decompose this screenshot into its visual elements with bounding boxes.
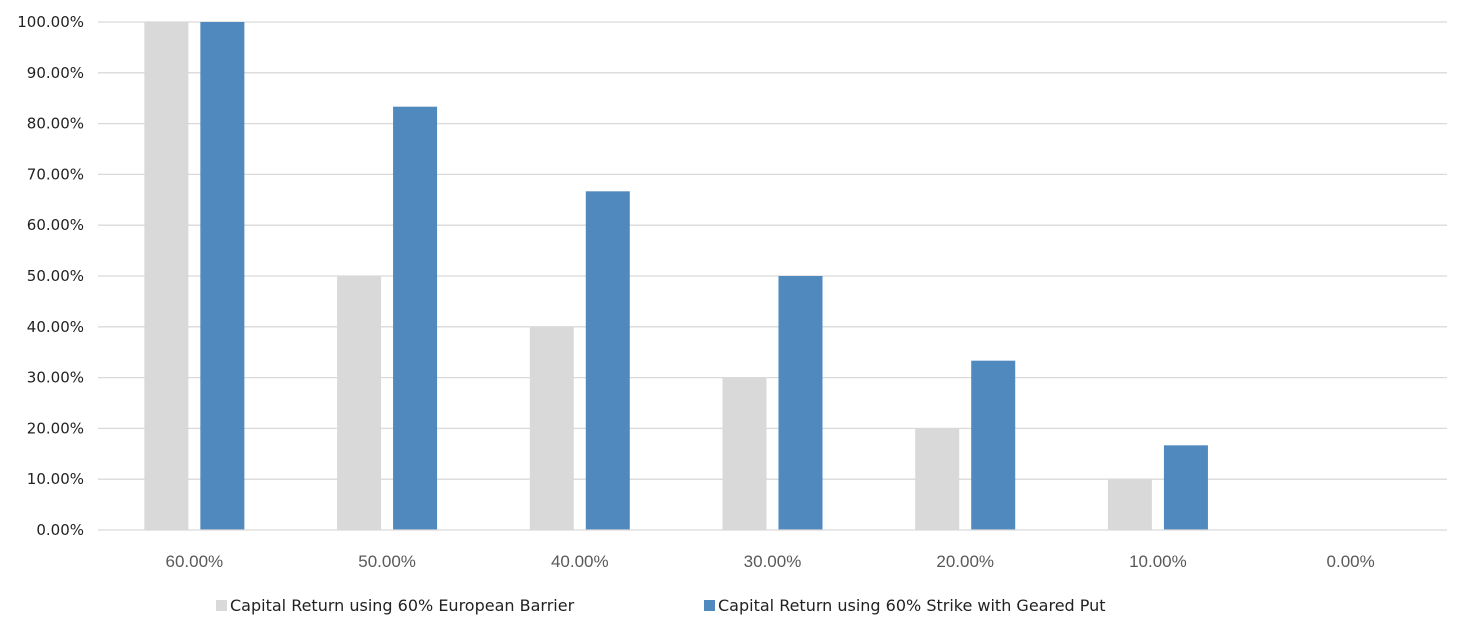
bar-series-1	[722, 377, 767, 530]
bar-series-2	[1163, 445, 1208, 530]
y-tick-label: 40.00%	[27, 318, 84, 336]
x-tick-label: 10.00%	[1129, 552, 1187, 571]
y-tick-label: 70.00%	[27, 165, 84, 183]
gridlines	[98, 21, 1447, 480]
x-tick-label: 40.00%	[551, 552, 609, 571]
y-tick-label: 0.00%	[36, 521, 84, 539]
bars	[144, 22, 1208, 531]
bar-series-2	[393, 106, 438, 531]
y-tick-label: 80.00%	[27, 115, 84, 133]
bar-series-1	[529, 326, 574, 530]
x-tick-label: 30.00%	[744, 552, 802, 571]
y-tick-label: 100.00%	[17, 13, 84, 31]
bar-series-2	[585, 191, 630, 530]
x-tick-label: 60.00%	[166, 552, 224, 571]
legend-swatch	[216, 600, 227, 611]
bar-series-2	[971, 360, 1016, 530]
y-tick-label: 10.00%	[27, 470, 84, 488]
legend-item-2: Capital Return using 60% Strike with Gea…	[704, 596, 1106, 615]
x-axis-tick-labels: 60.00% 50.00% 40.00% 30.00% 20.00% 10.00% 0.00…	[166, 552, 1375, 571]
y-tick-label: 60.00%	[27, 216, 84, 234]
bar-series-2	[200, 22, 245, 530]
y-tick-label: 50.00%	[27, 267, 84, 285]
x-tick-label: 50.00%	[358, 552, 416, 571]
bar-series-1	[915, 428, 960, 530]
y-tick-label: 20.00%	[27, 419, 84, 437]
y-tick-label: 30.00%	[27, 369, 84, 387]
legend-label: Capital Return using 60% European Barrie…	[230, 596, 575, 615]
bar-series-1	[337, 276, 382, 530]
legend: Capital Return using 60% European Barrie…	[216, 596, 1106, 615]
legend-item-1: Capital Return using 60% European Barrie…	[216, 596, 575, 615]
y-tick-label: 90.00%	[27, 64, 84, 82]
x-tick-label: 20.00%	[936, 552, 994, 571]
bar-series-1	[144, 22, 189, 530]
legend-swatch	[704, 600, 715, 611]
bar-series-2	[778, 276, 823, 530]
x-tick-label: 0.00%	[1327, 552, 1375, 571]
y-axis-tick-labels: 0.00% 10.00% 20.00% 30.00% 40.00% 50.00% 60.00…	[17, 13, 84, 539]
bar-series-1	[1107, 479, 1152, 530]
legend-label: Capital Return using 60% Strike with Gea…	[718, 596, 1106, 615]
